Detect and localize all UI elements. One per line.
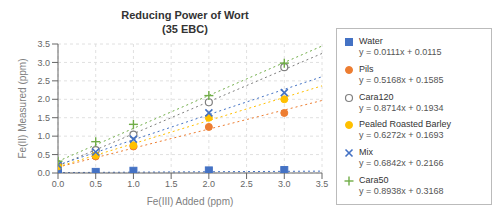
html-text:y = 0.5168x + 0.1585: y = 0.5168x + 0.1585 bbox=[359, 74, 444, 85]
html-text:Water: Water bbox=[359, 35, 383, 46]
svg-text:3.5: 3.5 bbox=[316, 179, 329, 189]
html-text:y = 0.6272x + 0.1693: y = 0.6272x + 0.1693 bbox=[359, 130, 444, 141]
svg-text:1.5: 1.5 bbox=[165, 179, 178, 189]
svg-text:0.5: 0.5 bbox=[89, 179, 102, 189]
svg-text:2.0: 2.0 bbox=[37, 94, 50, 104]
html-text:Cara120: Cara120 bbox=[359, 91, 394, 102]
svg-text:1.0: 1.0 bbox=[37, 131, 50, 141]
svg-text:Fe(III) Added (ppm): Fe(III) Added (ppm) bbox=[147, 196, 234, 207]
html-text:y = 0.0111x + 0.0115: y = 0.0111x + 0.0115 bbox=[359, 46, 442, 57]
html-text:Reducing Power of Wort (35 EBC: Reducing Power of Wort (35 EBC) bbox=[121, 9, 249, 35]
svg-text:Fe(II) Measured (ppm): Fe(II) Measured (ppm) bbox=[17, 58, 28, 158]
svg-text:2.5: 2.5 bbox=[240, 179, 253, 189]
html-text:y = 0.8938x + 0.3168: y = 0.8938x + 0.3168 bbox=[359, 186, 444, 196]
svg-text:2.0: 2.0 bbox=[203, 179, 216, 189]
html-text:Mix: Mix bbox=[359, 147, 373, 158]
html-text:Pils: Pils bbox=[359, 63, 374, 74]
html-text:Pealed Roasted Barley: Pealed Roasted Barley bbox=[359, 119, 452, 130]
svg-text:0.5: 0.5 bbox=[37, 150, 50, 160]
svg-text:3.5: 3.5 bbox=[37, 39, 50, 49]
svg-text:3.0: 3.0 bbox=[278, 179, 291, 189]
html-text:y = 0.6842x + 0.2166: y = 0.6842x + 0.2166 bbox=[359, 158, 444, 169]
svg-text:0.0: 0.0 bbox=[37, 168, 50, 178]
svg-text:2.5: 2.5 bbox=[37, 76, 50, 86]
svg-text:1.0: 1.0 bbox=[127, 179, 140, 189]
svg-text:1.5: 1.5 bbox=[37, 113, 50, 123]
html-text:Cara50: Cara50 bbox=[359, 175, 389, 185]
svg-text:3.0: 3.0 bbox=[37, 58, 50, 68]
html-text:y = 0.8714x + 0.1934: y = 0.8714x + 0.1934 bbox=[359, 102, 444, 113]
svg-text:0.0: 0.0 bbox=[52, 179, 65, 189]
